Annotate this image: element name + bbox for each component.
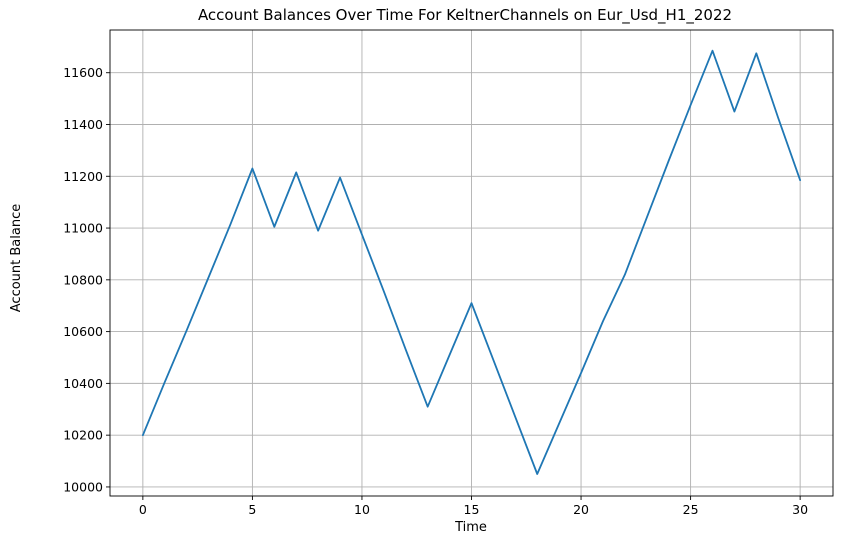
series-line <box>141 49 802 475</box>
y-tick-label: 11400 <box>63 117 103 132</box>
y-tick-label: 10600 <box>63 324 103 339</box>
series-group <box>141 49 802 475</box>
y-tick-label: 10000 <box>63 479 103 494</box>
y-tick-label: 10400 <box>63 376 103 391</box>
x-tick-label: 10 <box>354 502 370 517</box>
y-axis-label: Account Balance <box>9 204 24 312</box>
x-tick-label: 25 <box>683 502 699 517</box>
x-tick-label: 20 <box>573 502 589 517</box>
y-tick-label: 10800 <box>63 272 103 287</box>
x-axis: 0 5 10 15 20 25 30 <box>139 496 808 517</box>
x-tick-label: 15 <box>464 502 480 517</box>
y-tick-label: 11000 <box>63 221 103 236</box>
x-axis-label: Time <box>454 520 487 535</box>
y-tick-label: 11200 <box>63 169 103 184</box>
y-tick-label: 11600 <box>63 65 103 80</box>
x-tick-label: 0 <box>139 502 147 517</box>
chart-title: Account Balances Over Time For KeltnerCh… <box>198 6 732 25</box>
y-tick-label: 10200 <box>63 428 103 443</box>
grid-lines <box>110 30 833 496</box>
y-axis: 10000 10200 10400 10600 10800 11000 11200 11400… <box>63 65 110 494</box>
x-tick-label: 5 <box>248 502 256 517</box>
x-tick-label: 30 <box>792 502 808 517</box>
